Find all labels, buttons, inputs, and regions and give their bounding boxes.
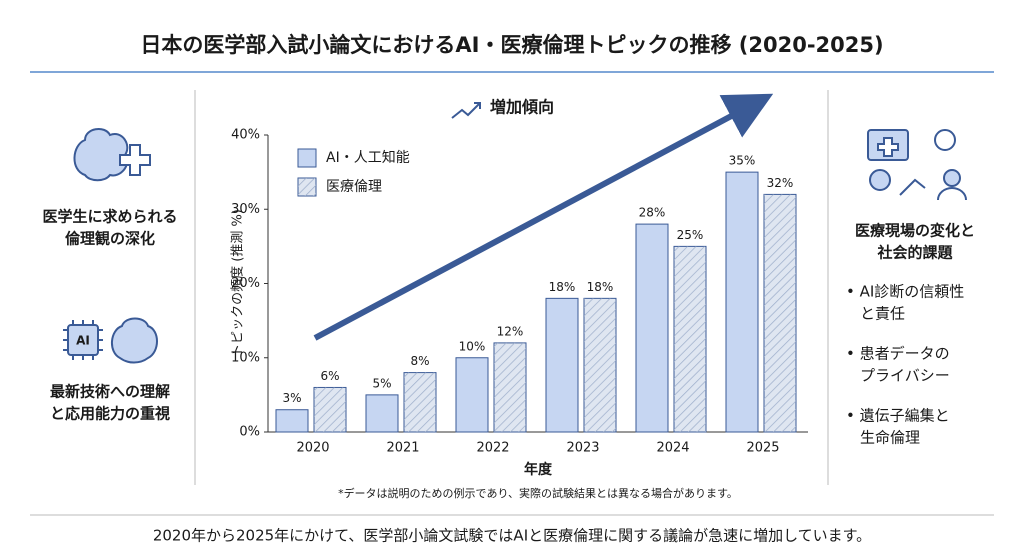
svg-text:AI: AI (76, 334, 90, 348)
bar (725, 171, 759, 433)
x-tick-label: 2021 (386, 441, 419, 456)
chip-brain-icon: AI (63, 317, 158, 364)
x-tick-label: 2022 (476, 441, 509, 456)
bar (635, 223, 669, 433)
panel-heading: 社会的課題 (876, 244, 953, 262)
value-label: 6% (320, 369, 339, 383)
value-label: 32% (767, 176, 794, 190)
brain-plus-icon (73, 128, 151, 182)
value-label: 25% (677, 228, 704, 242)
value-label: 28% (639, 206, 666, 220)
value-label: 8% (410, 354, 429, 368)
value-label: 35% (729, 154, 756, 168)
footer: 2020年から2025年にかけて、医学部小論文試験ではAIと医療倫理に関する議論… (153, 527, 871, 545)
bullet-text: • 患者データの (846, 345, 950, 363)
bar (275, 409, 309, 433)
legend-label: AI・人工知能 (326, 149, 410, 166)
bar (455, 357, 489, 433)
bullet-text: プライバシー (860, 367, 950, 385)
legend-hatch (298, 178, 316, 196)
value-label: 3% (282, 391, 301, 405)
trend-arrow (313, 93, 774, 341)
value-label: 5% (372, 376, 391, 390)
y-tick-label: 20% (231, 276, 260, 291)
panel-text: と応用能力の重視 (50, 405, 170, 423)
title: 日本の医学部入試小論文におけるAI・医療倫理トピックの推移 (2020-2025… (140, 33, 883, 57)
y-tick-label: 10% (231, 350, 260, 365)
bar-hatch (404, 372, 436, 432)
bar (365, 394, 399, 433)
bar (545, 297, 579, 433)
medical-icons (867, 129, 967, 201)
bullet-text: • AI診断の信頼性 (846, 283, 964, 301)
bullet-text: • 遺伝子編集と (846, 407, 950, 425)
trend-icon (451, 102, 481, 119)
y-axis-label: トピックの頻度 (推測 %) (230, 209, 246, 357)
legend-swatch (297, 148, 317, 168)
panel-text: 倫理観の深化 (65, 230, 155, 248)
x-tick-label: 2025 (746, 441, 779, 456)
panel-text: 最新技術への理解 (50, 383, 170, 401)
panel-text: 医学生に求められる (42, 208, 177, 226)
y-tick-label: 0% (239, 425, 260, 440)
x-tick-label: 2020 (296, 441, 329, 456)
x-tick-label: 2023 (566, 441, 599, 456)
x-tick-label: 2024 (656, 441, 689, 456)
bar-hatch (764, 194, 796, 432)
x-axis-label: 年度 (524, 461, 553, 478)
legend-label: 医療倫理 (326, 178, 382, 195)
bar-hatch (314, 387, 346, 432)
value-label: 18% (587, 280, 614, 294)
note: *データは説明のための例示であり、実際の試験結果とは異なる場合があります。 (338, 486, 738, 500)
value-label: 18% (549, 280, 576, 294)
y-tick-label: 40% (231, 128, 260, 143)
y-tick-label: 30% (231, 202, 260, 217)
bar-hatch (584, 298, 616, 432)
bullet-text: 生命倫理 (860, 429, 920, 447)
bullet-text: と責任 (860, 305, 905, 323)
panel-heading: 医療現場の変化と (855, 222, 975, 240)
value-label: 12% (497, 324, 524, 338)
value-label: 10% (459, 339, 486, 353)
bar-hatch (674, 246, 706, 432)
bar-hatch (494, 342, 526, 432)
annotation: 増加傾向 (490, 98, 554, 117)
